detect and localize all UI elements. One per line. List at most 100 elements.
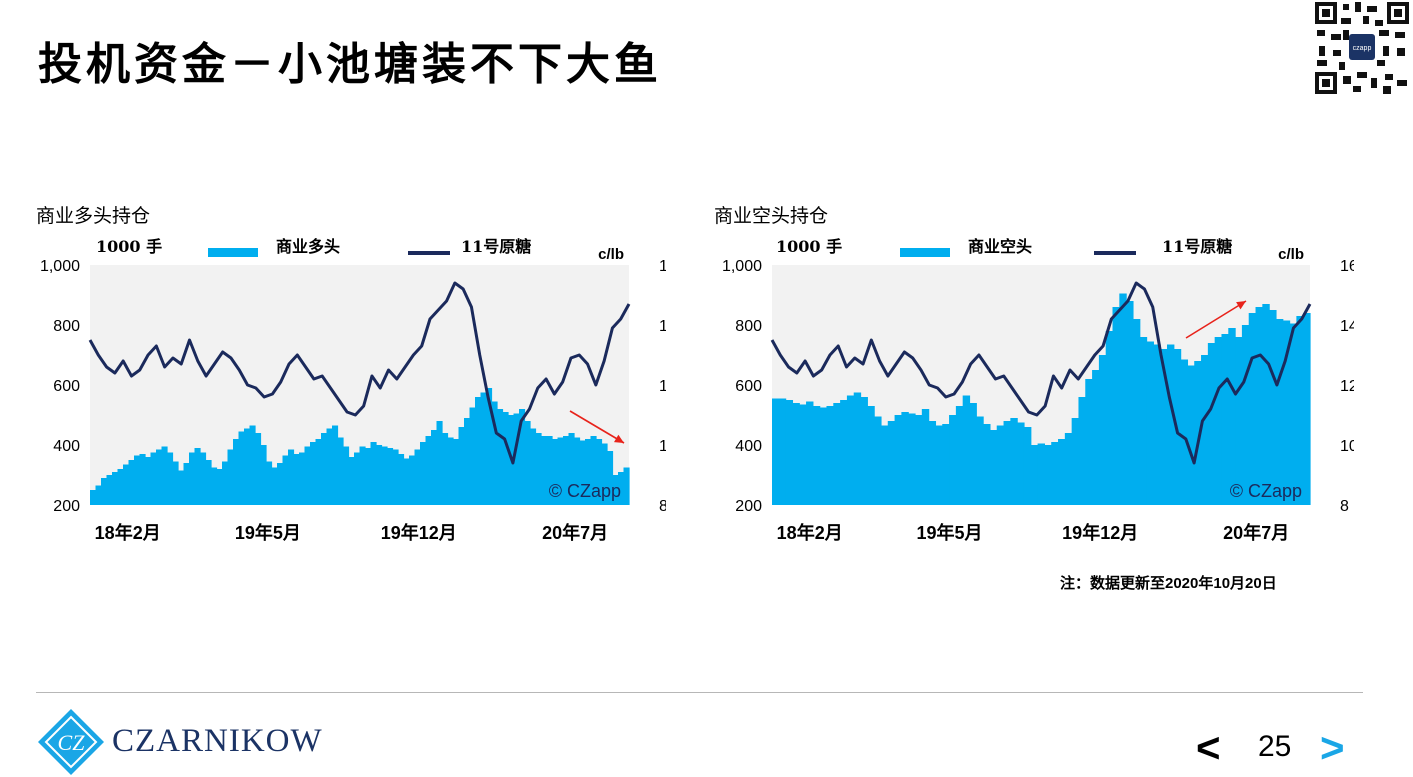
x-axis-tick: 19年12月: [381, 522, 457, 543]
czapp-watermark: © CZapp: [549, 481, 621, 501]
position-bar: [541, 436, 548, 505]
position-bar: [772, 398, 780, 505]
position-bar: [271, 467, 278, 505]
position-bar: [590, 436, 597, 505]
position-bar: [436, 421, 443, 505]
position-bar: [969, 403, 977, 505]
position-bar: [1241, 325, 1250, 505]
position-bar: [867, 406, 875, 505]
position-bar: [1078, 397, 1086, 505]
right-axis-tick: 8: [1340, 498, 1349, 515]
position-bar: [955, 406, 964, 505]
position-bar: [1044, 445, 1052, 505]
position-bar: [1282, 320, 1291, 505]
position-bar: [942, 424, 950, 505]
position-bar: [530, 428, 537, 505]
position-bar: [806, 401, 814, 505]
position-bar: [134, 455, 141, 505]
position-bar: [299, 452, 306, 505]
left-axis-tick: 200: [735, 498, 762, 515]
x-axis-tick: 19年5月: [235, 522, 301, 543]
position-bar: [442, 433, 449, 505]
left-axis-tick: 1,000: [40, 258, 80, 275]
right-axis-tick: 14: [659, 318, 666, 335]
position-bar: [1037, 443, 1045, 505]
position-bar: [161, 446, 168, 505]
position-bar: [618, 472, 625, 505]
position-bar: [282, 455, 289, 505]
right-axis-tick: 10: [659, 438, 666, 455]
position-bar: [310, 442, 317, 505]
position-bar: [1166, 344, 1175, 505]
position-bar: [491, 401, 498, 505]
x-axis-tick: 19年5月: [916, 522, 982, 543]
position-bar: [106, 475, 113, 505]
position-bar: [989, 430, 998, 505]
position-bar: [585, 439, 592, 505]
position-bar: [812, 406, 821, 505]
position-bar: [846, 395, 855, 505]
position-bar: [167, 452, 174, 505]
position-bar: [607, 451, 614, 505]
position-bar: [260, 445, 267, 505]
position-bar: [365, 448, 372, 505]
position-bar: [921, 409, 930, 505]
position-bar: [513, 413, 520, 505]
position-bar: [425, 436, 432, 505]
right-axis-tick: 8: [659, 498, 666, 515]
position-bar: [983, 424, 991, 505]
next-page-button[interactable]: >: [1320, 724, 1345, 771]
position-bar: [1139, 337, 1148, 505]
position-bar: [348, 457, 355, 505]
position-bar: [949, 415, 957, 505]
left-axis-tick: 600: [53, 378, 80, 395]
position-bar: [359, 446, 366, 505]
data-update-note: 注：数据更新至2020年10月20日: [1060, 575, 1277, 592]
right-axis-tick: 16: [1340, 258, 1354, 275]
left-axis-tick: 400: [53, 438, 80, 455]
position-bar: [860, 397, 868, 505]
previous-page-button[interactable]: <: [1196, 724, 1221, 771]
position-bar: [502, 412, 509, 505]
position-bar: [343, 446, 350, 505]
left-axis-tick: 800: [53, 318, 80, 335]
position-bar: [1289, 323, 1297, 505]
position-bar: [315, 439, 322, 505]
page-title: 投机资金－小池塘装不下大鱼: [38, 39, 662, 90]
x-axis-tick: 20年7月: [1223, 522, 1289, 543]
position-bar: [497, 409, 504, 505]
sugar-price-line: [770, 281, 1312, 465]
left-unit-label: 1000 手: [776, 237, 842, 256]
qr-code-icon: czapp: [1313, 0, 1411, 96]
position-bar: [1132, 319, 1141, 505]
position-bar: [1262, 304, 1270, 505]
position-bar: [1303, 313, 1311, 505]
position-bar: [1058, 439, 1066, 505]
position-bar: [150, 452, 157, 505]
position-bar: [1071, 418, 1080, 505]
position-bar: [880, 425, 889, 505]
legend-bar-label: 商业多头: [276, 237, 340, 256]
position-bar: [1275, 319, 1284, 505]
position-bar: [1017, 422, 1025, 505]
position-bar: [332, 425, 339, 505]
position-bar: [112, 472, 119, 505]
position-bar: [200, 452, 207, 505]
position-bar: [546, 436, 553, 505]
position-bar: [183, 463, 190, 505]
position-bar: [194, 448, 201, 505]
position-bar: [1194, 361, 1202, 505]
position-bar: [826, 406, 834, 505]
position-bar: [249, 425, 256, 505]
position-bar: [552, 439, 559, 505]
position-bar: [833, 403, 841, 505]
position-bar: [601, 443, 608, 505]
position-bar: [227, 449, 234, 505]
position-bar: [1064, 433, 1073, 505]
position-bar: [381, 446, 388, 505]
left-axis-tick: 800: [735, 318, 762, 335]
position-bar: [464, 418, 471, 505]
position-bar: [486, 388, 493, 505]
right-unit-label: c/lb: [598, 246, 624, 263]
position-bar: [326, 428, 333, 505]
